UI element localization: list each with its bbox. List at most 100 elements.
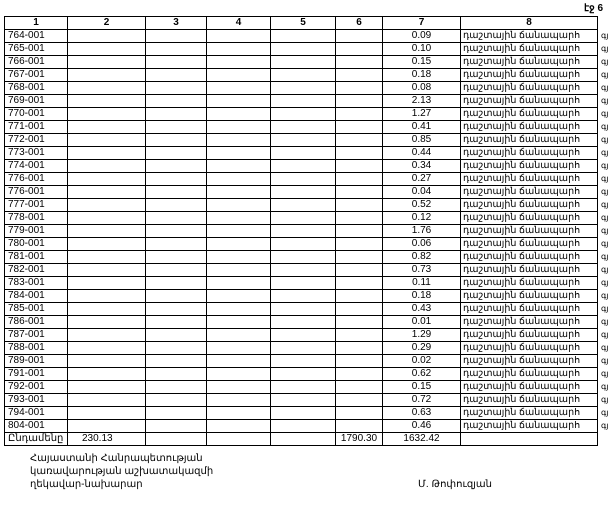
empty-cell — [335, 198, 383, 212]
land-type: դաշտային ճանապարհ — [460, 237, 598, 251]
parcel-id: 783-001 — [4, 276, 68, 290]
empty-cell — [67, 211, 146, 225]
table-row: 782-001 0.73 դաշտային ճանապարհ գյ — [4, 263, 609, 277]
empty-cell — [145, 159, 207, 173]
margin-mark: գյ — [601, 382, 609, 391]
empty-cell — [145, 29, 207, 43]
land-type: դաշտային ճանապարհ — [460, 380, 598, 394]
table-row: 787-001 1.29 դաշտային ճանապարհ գյ — [4, 328, 609, 342]
parcel-id: 776-001 — [4, 185, 68, 199]
empty-cell — [335, 419, 383, 433]
empty-cell — [335, 354, 383, 368]
land-type: դաշտային ճանապարհ — [460, 406, 598, 420]
empty-cell — [335, 42, 383, 56]
table-row: 772-001 0.85 դաշտային ճանապարհ գյ — [4, 133, 609, 147]
margin-mark: գյ — [601, 161, 609, 170]
empty-cell — [67, 315, 146, 329]
table-row: 769-001 2.13 դաշտային ճանապարհ գյ — [4, 94, 609, 108]
empty-cell — [206, 224, 271, 238]
margin-mark: գյ — [601, 369, 609, 378]
empty-cell — [206, 94, 271, 108]
area-value: 0.06 — [382, 237, 461, 251]
empty-cell — [206, 367, 271, 381]
empty-cell — [145, 185, 207, 199]
signatory: Մ. Թոփուզյան — [418, 479, 492, 490]
area-value: 0.43 — [382, 302, 461, 316]
empty-cell — [67, 29, 146, 43]
table-row: 771-001 0.41 դաշտային ճանապարհ գյ — [4, 120, 609, 134]
margin-mark: գյ — [601, 239, 609, 248]
margin-mark: գյ — [601, 343, 609, 352]
empty-cell — [270, 393, 336, 407]
margin-mark: գյ — [601, 421, 609, 430]
empty-cell — [270, 263, 336, 277]
empty-cell — [145, 107, 207, 121]
land-type: դաշտային ճանապարհ — [460, 224, 598, 238]
table-row: 804-001 0.46 դաշտային ճանապարհ գյ — [4, 419, 609, 433]
margin-spacer — [598, 433, 609, 446]
empty-cell — [206, 380, 271, 394]
margin-mark: գյ — [601, 330, 609, 339]
land-type: դաշտային ճանապարհ — [460, 29, 598, 43]
margin-mark: գյ — [601, 304, 609, 313]
empty-cell — [206, 250, 271, 264]
total-col6: 1790.30 — [335, 432, 383, 446]
land-type: դաշտային ճանապարհ — [460, 81, 598, 95]
empty-cell — [67, 198, 146, 212]
margin-mark: գյ — [601, 395, 609, 404]
empty-cell — [67, 289, 146, 303]
empty-cell — [335, 302, 383, 316]
table-row: 788-001 0.29 դաշտային ճանապարհ գյ — [4, 341, 609, 355]
area-value: 0.46 — [382, 419, 461, 433]
area-value: 0.44 — [382, 146, 461, 160]
column-header: 7 — [382, 16, 461, 30]
area-value: 0.15 — [382, 380, 461, 394]
margin-mark: գյ — [601, 252, 609, 261]
margin-mark: գյ — [601, 213, 609, 222]
parcel-id: 804-001 — [4, 419, 68, 433]
empty-cell — [270, 367, 336, 381]
table-row: 779-001 1.76 դաշտային ճանապարհ գյ — [4, 224, 609, 238]
parcel-id: 773-001 — [4, 146, 68, 160]
empty-cell — [206, 159, 271, 173]
empty-cell — [335, 393, 383, 407]
empty-cell — [145, 302, 207, 316]
footer-line: ղեկավար-նախարար — [30, 479, 143, 490]
table-row: 774-001 0.34 դաշտային ճանապարհ գյ — [4, 159, 609, 173]
table-row: 777-001 0.52 դաշտային ճանապարհ գյ — [4, 198, 609, 212]
area-value: 0.52 — [382, 198, 461, 212]
empty-cell — [67, 367, 146, 381]
empty-cell — [270, 146, 336, 160]
parcel-id: 766-001 — [4, 55, 68, 69]
empty-cell — [335, 263, 383, 277]
parcel-id: 784-001 — [4, 289, 68, 303]
margin-spacer — [598, 17, 609, 30]
area-value: 0.02 — [382, 354, 461, 368]
empty-cell — [206, 393, 271, 407]
footer-title: Հայաստանի Հանրապետության կառավարության ա… — [30, 452, 330, 491]
empty-cell — [335, 185, 383, 199]
empty-cell — [270, 341, 336, 355]
parcel-id: 776-001 — [4, 172, 68, 186]
empty-cell — [335, 29, 383, 43]
area-value: 0.08 — [382, 81, 461, 95]
empty-cell — [206, 107, 271, 121]
empty-cell — [67, 120, 146, 134]
land-type: դաշտային ճանապարհ — [460, 289, 598, 303]
empty-cell — [270, 120, 336, 134]
land-type: դաշտային ճանապարհ — [460, 341, 598, 355]
empty-cell — [206, 81, 271, 95]
table-row: 791-001 0.62 դաշտային ճանապարհ գյ — [4, 367, 609, 381]
column-header: 4 — [206, 16, 271, 30]
empty-cell — [67, 68, 146, 82]
land-type: դաշտային ճանապարհ — [460, 419, 598, 433]
empty-cell — [145, 276, 207, 290]
empty-cell — [67, 159, 146, 173]
margin-mark: գյ — [601, 200, 609, 209]
parcel-id: 781-001 — [4, 250, 68, 264]
table-row: 767-001 0.18 դաշտային ճանապարհ գյ — [4, 68, 609, 82]
margin-mark: գյ — [601, 135, 609, 144]
parcel-id: 789-001 — [4, 354, 68, 368]
empty-cell — [270, 185, 336, 199]
